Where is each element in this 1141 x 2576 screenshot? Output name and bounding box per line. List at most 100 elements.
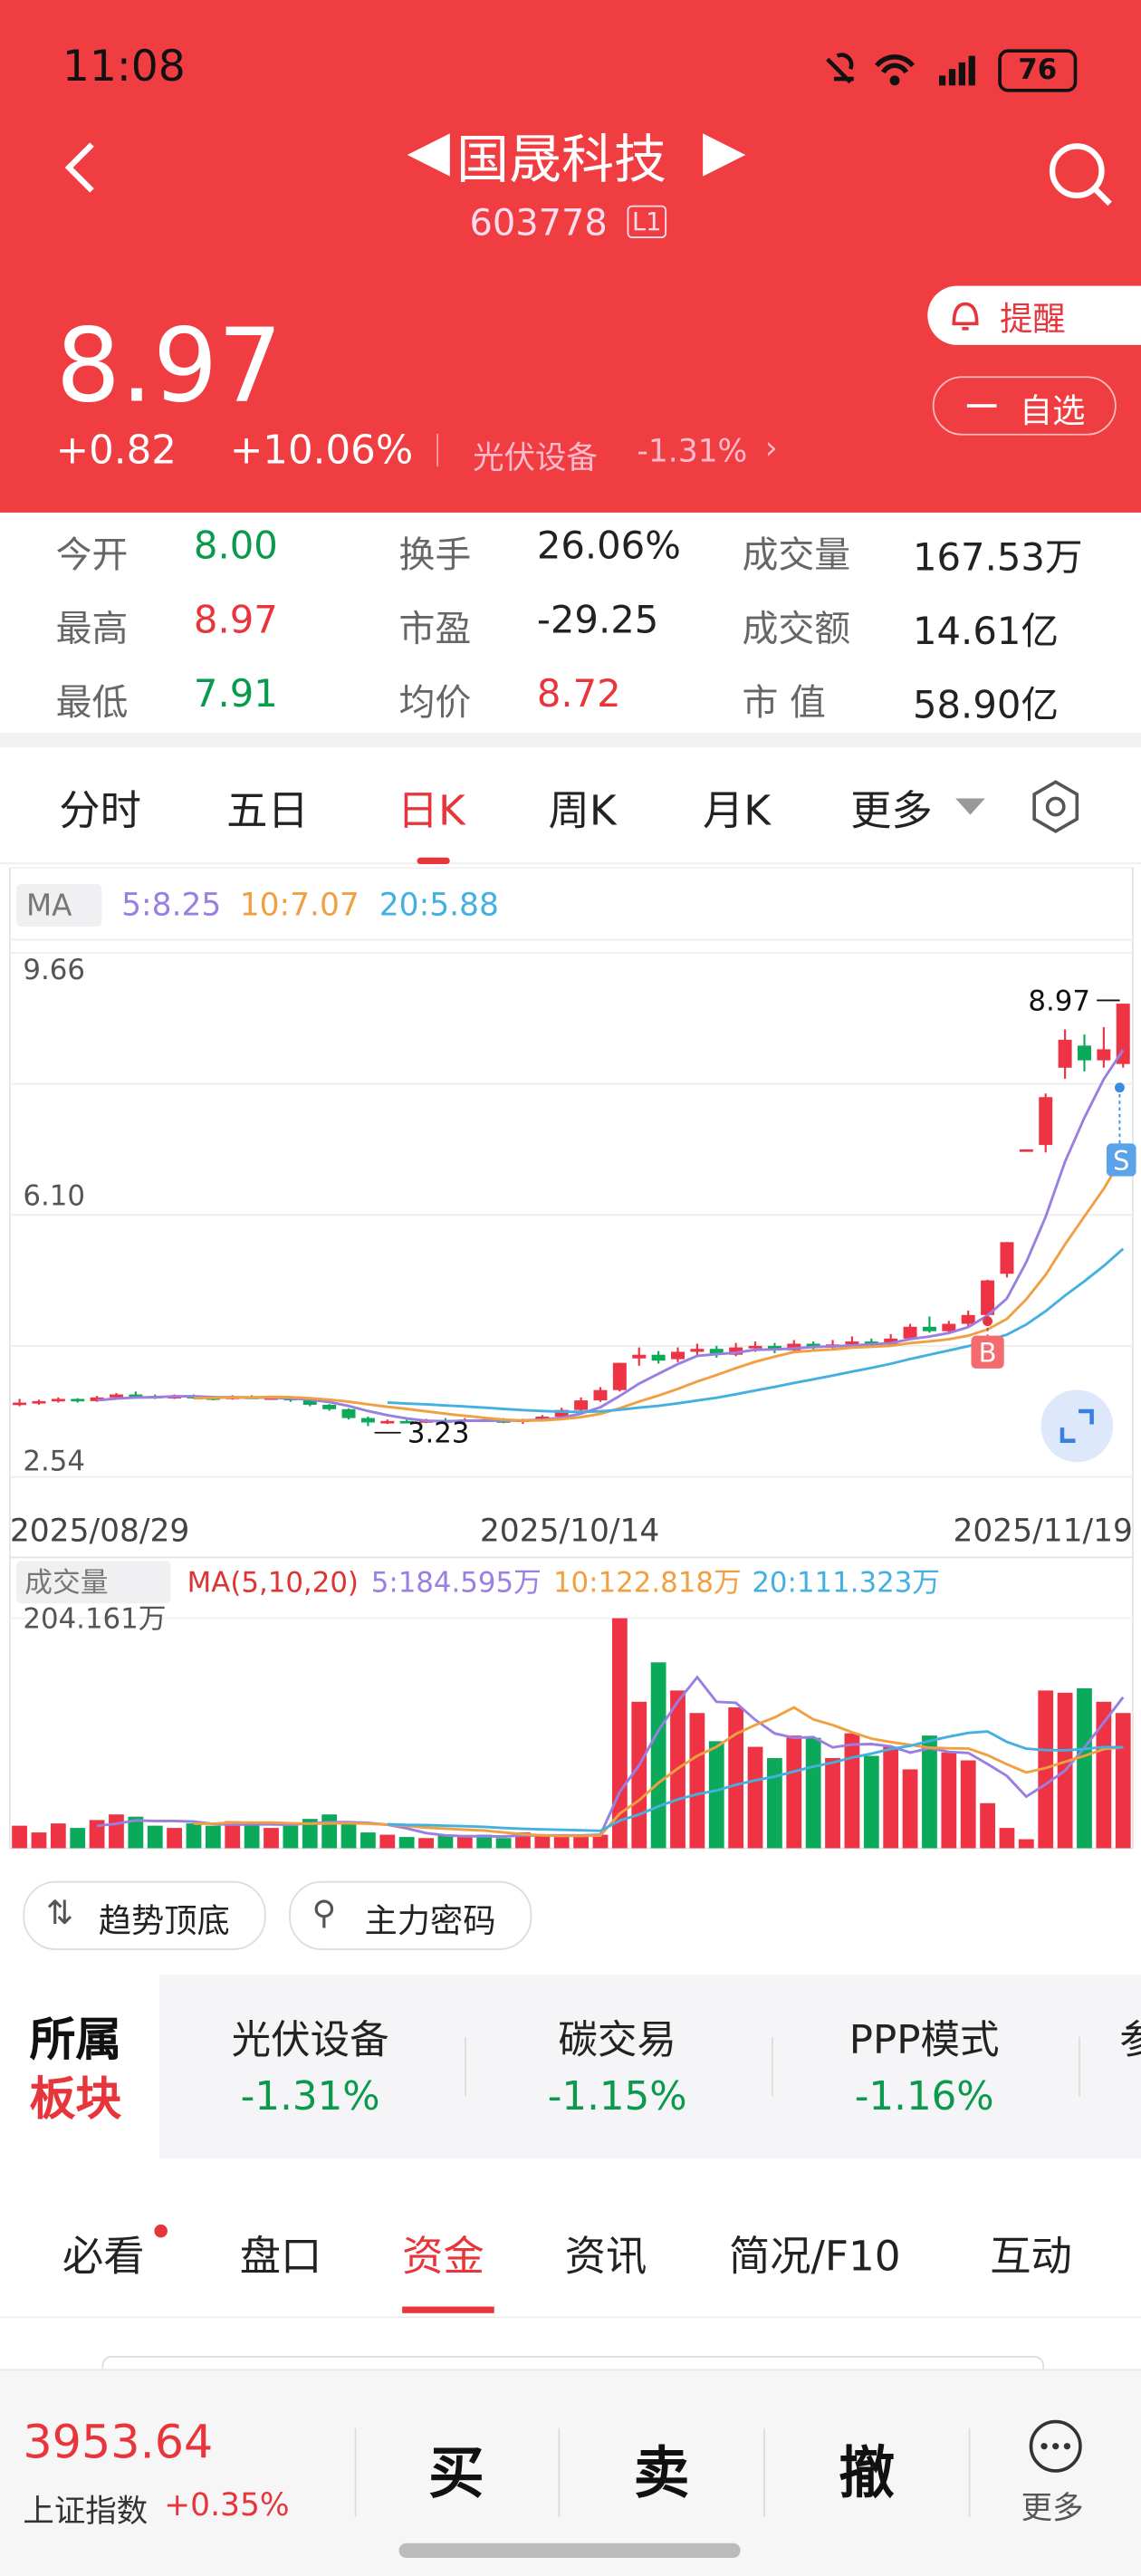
stat-label: 市盈	[398, 609, 472, 651]
info-tab[interactable]: 盘口	[239, 2232, 322, 2281]
trade-button[interactable]: 买	[428, 2441, 484, 2507]
more-icon[interactable]	[1028, 2418, 1084, 2475]
volume-bar	[728, 1707, 744, 1849]
volume-ma-line	[387, 1730, 1124, 1832]
volume-bar	[302, 1819, 318, 1849]
sector-name[interactable]: 光伏设备	[473, 440, 598, 476]
info-tab[interactable]: 必看	[62, 2232, 145, 2281]
candle-body	[942, 1323, 956, 1331]
tab-indicator	[417, 857, 450, 865]
tool-button[interactable]	[289, 1880, 532, 1950]
period-tab[interactable]: 周K	[548, 786, 617, 835]
index-change: +0.35%	[164, 2487, 290, 2523]
search-button[interactable]	[1044, 138, 1117, 210]
candle-body	[574, 1400, 589, 1410]
tool-icon: ⇅	[45, 1892, 74, 1933]
volume-bar	[980, 1802, 995, 1849]
volume-bar	[418, 1838, 434, 1849]
candle-body	[51, 1399, 65, 1402]
index-name: 上证指数	[23, 2494, 149, 2531]
sector-change[interactable]: -1.31%	[637, 433, 748, 470]
divider	[436, 433, 439, 467]
sector-divider	[772, 2037, 773, 2097]
watch-label: 自选	[1019, 390, 1086, 431]
period-tab[interactable]: 日K	[397, 786, 465, 835]
info-tab[interactable]: 资讯	[564, 2232, 647, 2281]
sector-name[interactable]: 碳交易	[558, 2017, 676, 2064]
volume-bar	[31, 1832, 47, 1849]
volume-bar	[360, 1832, 376, 1849]
period-tab[interactable]: 更多	[850, 786, 933, 835]
candle-body	[1097, 1049, 1111, 1061]
volume-bar	[747, 1746, 763, 1849]
tool-label[interactable]: 主力密码	[364, 1900, 496, 1941]
info-tab[interactable]: 互动	[990, 2232, 1072, 2281]
watch-button[interactable]: 自选	[932, 376, 1117, 436]
trade-button[interactable]: 撤	[839, 2441, 896, 2507]
info-tab[interactable]: 资金	[402, 2232, 484, 2281]
stat-value: 167.53万	[913, 537, 1083, 581]
more-label[interactable]: 更多	[1021, 2490, 1084, 2527]
candle-body	[767, 1345, 781, 1350]
back-button[interactable]	[59, 138, 108, 197]
ma-legend: 20:5.88	[379, 887, 499, 923]
fullscreen-button	[1040, 1389, 1114, 1463]
volume-ma-legend: 20:111.323万	[752, 1567, 940, 1600]
content-edge	[101, 2355, 1045, 2374]
sector-title: 所属	[29, 2012, 122, 2067]
candle-body	[360, 1418, 375, 1423]
sector-partial: 参	[1119, 2007, 1141, 2064]
volume-bar	[805, 1737, 821, 1849]
alert-button[interactable]: 提醒	[927, 285, 1141, 345]
dropdown-caret	[955, 798, 985, 815]
volume-bar	[708, 1741, 724, 1849]
volume-bar	[340, 1823, 357, 1849]
tool-label[interactable]: 趋势顶底	[98, 1900, 230, 1941]
prev-stock[interactable]: ◀	[407, 118, 451, 185]
volume-bar	[186, 1823, 202, 1849]
volume-bar	[244, 1823, 260, 1849]
volume-bar	[863, 1755, 879, 1849]
fullscreen-icon	[1060, 1408, 1094, 1443]
info-tab[interactable]: 简况/F10	[728, 2232, 901, 2281]
volume-bar	[534, 1834, 551, 1849]
sector-change[interactable]: -1.15%	[547, 2072, 687, 2119]
trade-button[interactable]: 卖	[633, 2441, 690, 2507]
x-date-label: 2025/10/14	[480, 1513, 659, 1549]
sector-name[interactable]: 光伏设备	[231, 2017, 389, 2064]
x-date-label: 2025/11/19	[953, 1513, 1132, 1549]
volume-bar	[631, 1701, 647, 1849]
bar-divider	[558, 2427, 561, 2517]
volume-bar	[1018, 1839, 1034, 1849]
bottom-bar	[0, 2369, 1141, 2576]
candle-body	[1078, 1045, 1091, 1061]
period-tab[interactable]: 月K	[702, 786, 772, 835]
volume-bar	[573, 1834, 589, 1849]
candle-body	[1058, 1039, 1072, 1068]
candle-body	[380, 1420, 395, 1424]
sector-change[interactable]: -1.31%	[240, 2072, 380, 2119]
stat-value: 58.90亿	[913, 685, 1060, 728]
y-tick-label: 2.54	[23, 1445, 85, 1477]
stat-label: 最低	[55, 683, 129, 725]
bar-divider	[354, 2427, 357, 2517]
tool-button[interactable]	[23, 1880, 266, 1950]
volume-bar	[205, 1825, 221, 1849]
next-stock[interactable]: ▶	[702, 118, 746, 185]
candle-body	[593, 1389, 608, 1401]
bar-divider	[763, 2427, 765, 2517]
volume-bar	[1096, 1701, 1112, 1849]
home-indicator	[398, 2542, 741, 2559]
volume-ma-line	[193, 1706, 1124, 1838]
period-tab[interactable]: 分时	[59, 786, 141, 835]
ma-legend: 10:7.07	[240, 887, 360, 923]
sector-name[interactable]: PPP模式	[849, 2017, 1000, 2064]
ma-line	[193, 1155, 1125, 1422]
volume-ma-line	[96, 1675, 1125, 1839]
stat-value: 26.06%	[536, 525, 681, 569]
period-tab[interactable]: 五日	[226, 786, 309, 835]
volume-bar	[379, 1834, 396, 1849]
sector-change[interactable]: -1.16%	[854, 2072, 994, 2119]
volume-bar	[999, 1828, 1015, 1849]
settings-icon[interactable]	[1028, 779, 1084, 835]
